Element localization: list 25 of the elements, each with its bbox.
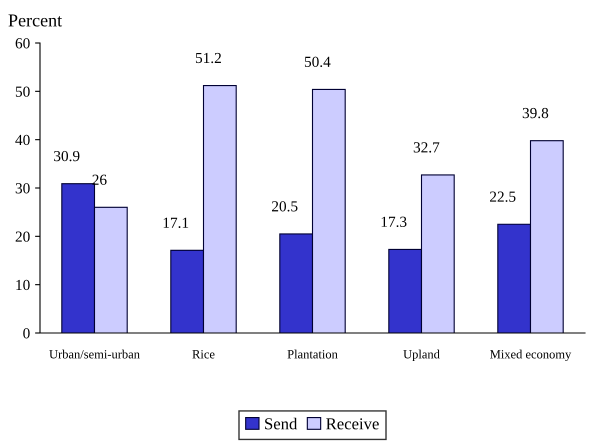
- data-label: 17.1: [164, 218, 188, 228]
- legend-label: Send: [265, 418, 298, 430]
- x-tick-label: Mixed economy: [490, 350, 572, 362]
- data-label: 32.7: [414, 142, 440, 153]
- y-tick-label: 10: [16, 280, 30, 290]
- data-label: 26: [92, 174, 107, 185]
- y-tick-label: 0: [23, 328, 30, 338]
- data-label: 50.4: [304, 56, 331, 68]
- y-tick-label: 40: [15, 134, 30, 146]
- data-label: 39.8: [522, 108, 548, 118]
- y-tick-label: 50: [16, 86, 30, 97]
- y-tick-label: 60: [16, 38, 30, 48]
- x-tick-label: Urban/semi-urban: [49, 350, 140, 358]
- data-label: 22.5: [490, 192, 516, 202]
- data-label: 30.9: [54, 150, 80, 162]
- data-label: 51.2: [196, 52, 221, 64]
- legend-label: Receive: [326, 418, 379, 430]
- y-axis-title: Percent: [8, 14, 62, 27]
- y-tick-label: 30: [16, 183, 30, 194]
- x-tick-label: Upland: [403, 350, 440, 362]
- x-tick-label: Plantation: [288, 350, 338, 358]
- data-label: 20.5: [272, 201, 298, 212]
- data-label: 17.3: [382, 216, 406, 228]
- y-tick-label: 20: [16, 231, 30, 242]
- x-tick-label: Rice: [192, 350, 215, 358]
